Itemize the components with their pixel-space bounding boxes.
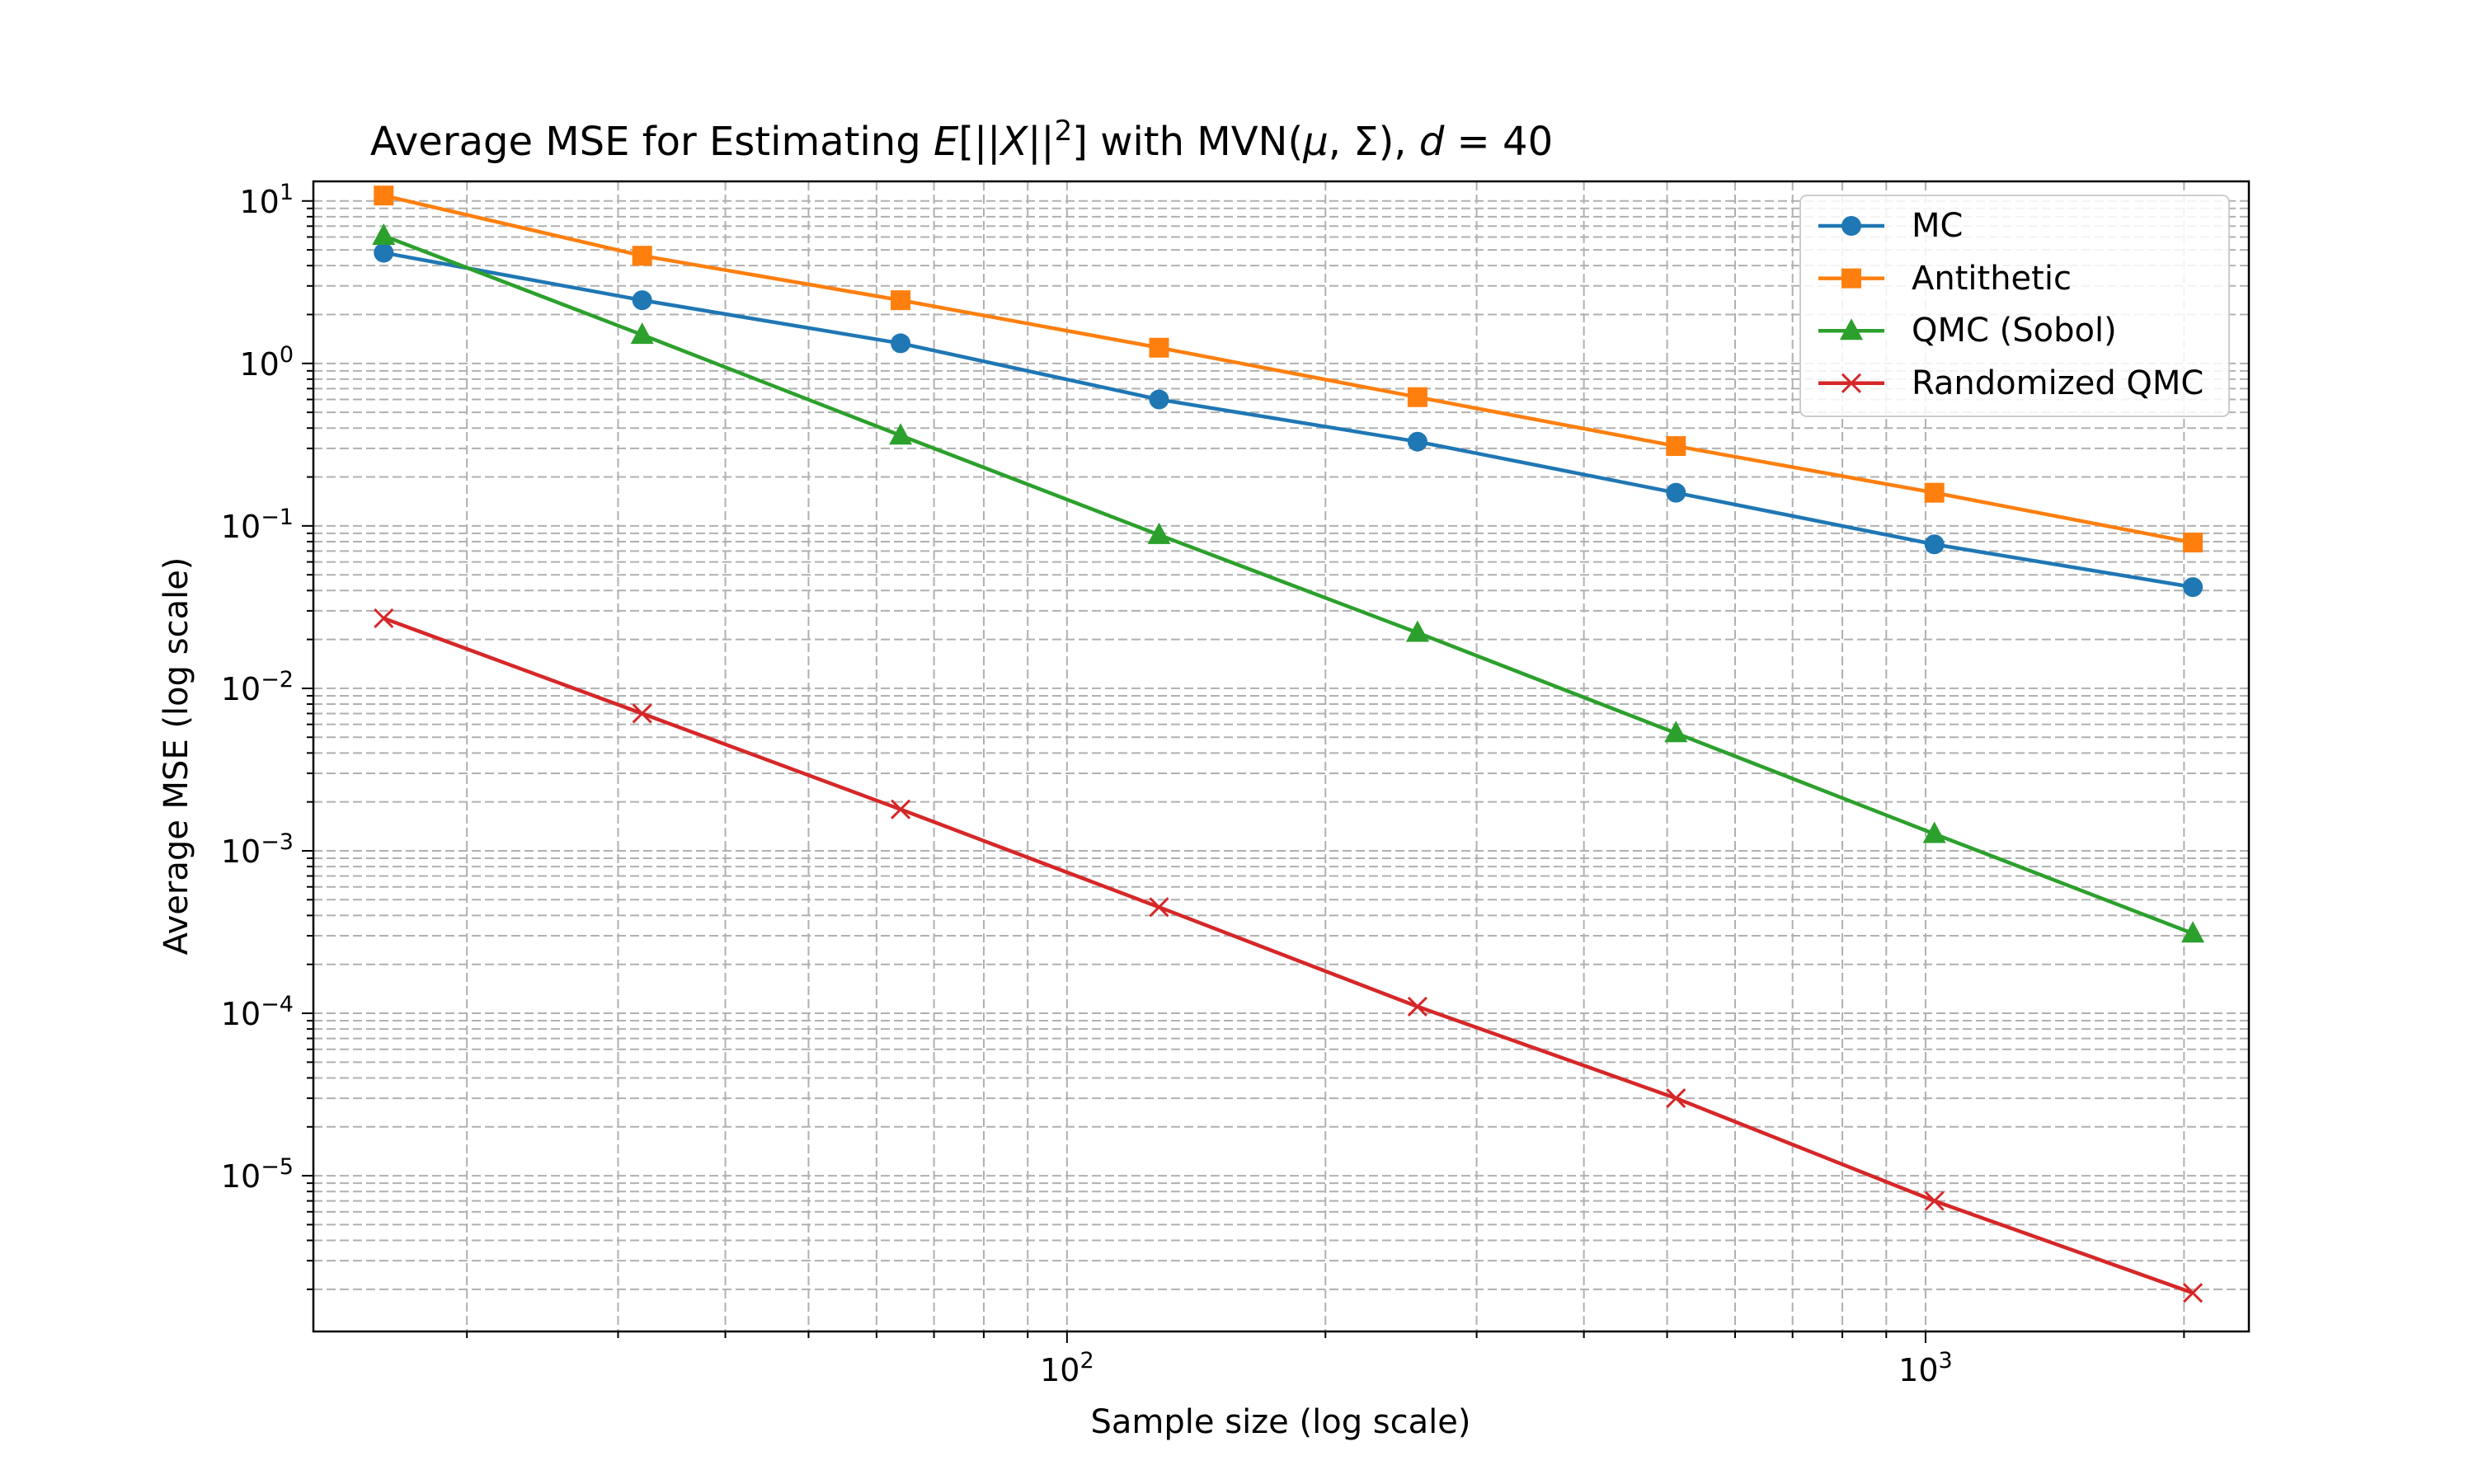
legend-box	[1799, 195, 2230, 417]
legend-label: Antithetic	[1912, 260, 2072, 298]
data-point	[2183, 577, 2204, 598]
series-randomized-qmc	[374, 608, 2204, 1303]
data-point	[891, 799, 911, 819]
x-axis-ticks	[466, 1331, 2185, 1343]
x-tick-label: 102	[1040, 1348, 1094, 1388]
legend-label: MC	[1912, 207, 1963, 245]
plot-frame	[312, 180, 2251, 1333]
data-point	[1924, 534, 1945, 555]
data-point	[1407, 431, 1427, 452]
series-line	[383, 193, 2194, 545]
data-point	[1405, 620, 1429, 642]
data-point	[1149, 389, 1169, 410]
data-point	[891, 290, 911, 311]
legend: MC Antithetic QMC (Sobol) Randomized QMC	[1799, 195, 2230, 417]
y-axis-label: Average MSE (log scale)	[158, 557, 195, 956]
legend-marker	[1841, 373, 1862, 393]
y-tick-label: 10−2	[221, 667, 294, 707]
y-tick-label: 10−5	[221, 1154, 294, 1195]
data-point	[374, 186, 394, 206]
series-mc	[374, 242, 2204, 598]
data-point	[632, 290, 652, 311]
legend-marker	[1841, 268, 1861, 289]
y-axis-ticks	[302, 200, 313, 1290]
data-point	[2181, 921, 2205, 943]
series-layer	[372, 186, 2205, 1303]
legend-label: Randomized QMC	[1912, 364, 2204, 402]
data-point	[1147, 522, 1171, 544]
data-point	[1149, 897, 1169, 918]
data-point	[891, 333, 911, 354]
y-tick-label: 10−3	[221, 829, 294, 870]
data-point	[1924, 1190, 1945, 1211]
series-line	[383, 616, 2194, 1295]
chart-title: Average MSE for Estimating E[||X||2] wit…	[370, 115, 1553, 165]
data-point	[1922, 821, 1946, 843]
legend-marker	[1841, 216, 1861, 236]
x-tick-label: 103	[1898, 1348, 1953, 1388]
data-point	[889, 423, 913, 445]
y-tick-label: 100	[239, 342, 294, 383]
y-tick-label: 10−1	[221, 505, 294, 545]
data-point	[372, 223, 396, 246]
data-point	[374, 608, 394, 628]
legend-marker	[1840, 318, 1863, 340]
data-point	[1407, 387, 1427, 407]
y-tick-label: 10−4	[221, 992, 294, 1032]
data-point	[2183, 533, 2204, 553]
x-axis-label: Sample size (log scale)	[1091, 1403, 1471, 1441]
legend-label: QMC (Sobol)	[1912, 312, 2117, 350]
data-point	[1664, 721, 1688, 743]
series-qmc-sobol	[372, 223, 2205, 943]
series-antithetic	[374, 186, 2204, 553]
data-point	[1407, 996, 1427, 1017]
data-point	[1924, 482, 1945, 503]
data-point	[632, 246, 652, 266]
data-point	[1666, 436, 1686, 457]
grid	[313, 181, 2249, 1331]
data-point	[1149, 337, 1169, 358]
y-tick-label: 101	[239, 180, 294, 220]
data-point	[630, 322, 654, 345]
series-line	[383, 251, 2194, 589]
data-point	[1666, 482, 1686, 503]
data-point	[1666, 1088, 1686, 1109]
data-point	[632, 703, 652, 724]
data-point	[2183, 1283, 2204, 1303]
series-line	[383, 233, 2194, 936]
data-point	[374, 242, 394, 263]
